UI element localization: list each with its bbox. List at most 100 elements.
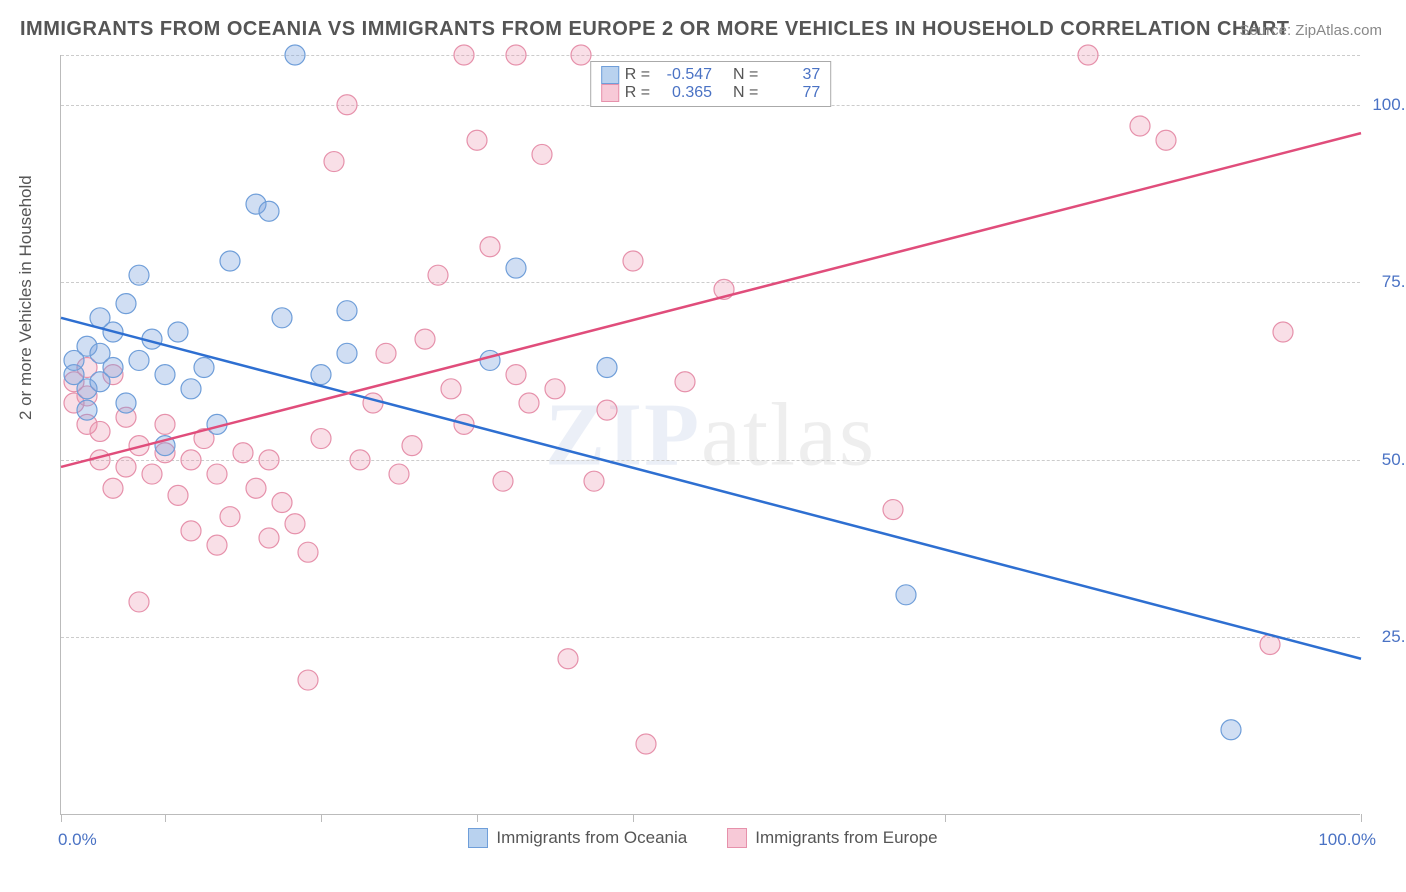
- scatter-point: [259, 450, 279, 470]
- scatter-point: [337, 95, 357, 115]
- scatter-point: [272, 308, 292, 328]
- bottom-legend: Immigrants from Oceania Immigrants from …: [0, 828, 1406, 848]
- scatter-point: [181, 379, 201, 399]
- scatter-point: [259, 528, 279, 548]
- scatter-point: [415, 329, 435, 349]
- chart-title: IMMIGRANTS FROM OCEANIA VS IMMIGRANTS FR…: [20, 18, 1290, 41]
- scatter-point: [324, 152, 344, 172]
- y-tick-label: 50.0%: [1370, 450, 1406, 470]
- trend-line: [61, 133, 1361, 467]
- scatter-point: [233, 443, 253, 463]
- stats-row: R = 0.365 N = 77: [601, 84, 821, 102]
- scatter-point: [181, 521, 201, 541]
- scatter-point: [454, 45, 474, 65]
- scatter-point: [467, 130, 487, 150]
- stats-n-label: N =: [733, 84, 758, 102]
- scatter-point: [506, 365, 526, 385]
- scatter-point: [246, 478, 266, 498]
- scatter-point: [311, 365, 331, 385]
- source-label: Source: ZipAtlas.com: [1239, 22, 1382, 39]
- scatter-point: [597, 400, 617, 420]
- x-tick: [165, 814, 166, 822]
- scatter-point: [545, 379, 565, 399]
- y-tick-label: 100.0%: [1370, 95, 1406, 115]
- scatter-point: [571, 45, 591, 65]
- scatter-point: [103, 478, 123, 498]
- stats-n-label: N =: [733, 66, 758, 84]
- scatter-point: [597, 358, 617, 378]
- scatter-point: [675, 372, 695, 392]
- scatter-point: [129, 592, 149, 612]
- scatter-point: [584, 471, 604, 491]
- x-tick: [321, 814, 322, 822]
- scatter-point: [493, 471, 513, 491]
- chart-plot-area: ZIPatlas 25.0%50.0%75.0%100.0% R = -0.54…: [60, 55, 1360, 815]
- scatter-point: [285, 514, 305, 534]
- y-tick-label: 25.0%: [1370, 627, 1406, 647]
- x-tick: [477, 814, 478, 822]
- stats-swatch-europe: [601, 84, 619, 102]
- stats-r-label: R =: [625, 66, 650, 84]
- scatter-point: [389, 464, 409, 484]
- scatter-point: [311, 429, 331, 449]
- scatter-point: [363, 393, 383, 413]
- scatter-point: [259, 201, 279, 221]
- scatter-point: [116, 393, 136, 413]
- legend-item-europe: Immigrants from Europe: [727, 828, 937, 848]
- y-axis-label: 2 or more Vehicles in Household: [16, 175, 36, 420]
- scatter-point: [337, 343, 357, 363]
- scatter-point: [506, 45, 526, 65]
- scatter-point: [129, 265, 149, 285]
- scatter-point: [441, 379, 461, 399]
- scatter-point: [1273, 322, 1293, 342]
- stats-n-value: 77: [764, 84, 820, 102]
- stats-legend-box: R = -0.547 N = 37 R = 0.365 N = 77: [590, 61, 832, 107]
- x-tick: [1361, 814, 1362, 822]
- x-tick: [633, 814, 634, 822]
- scatter-point: [207, 535, 227, 555]
- legend-label: Immigrants from Europe: [755, 828, 937, 848]
- scatter-point: [272, 492, 292, 512]
- scatter-point: [168, 322, 188, 342]
- scatter-point: [181, 450, 201, 470]
- stats-swatch-oceania: [601, 66, 619, 84]
- scatter-point: [103, 358, 123, 378]
- scatter-point: [285, 45, 305, 65]
- legend-swatch-europe: [727, 828, 747, 848]
- scatter-point: [116, 294, 136, 314]
- scatter-point: [298, 542, 318, 562]
- scatter-point: [350, 450, 370, 470]
- scatter-point: [220, 251, 240, 271]
- scatter-point: [480, 237, 500, 257]
- x-tick: [945, 814, 946, 822]
- scatter-point: [519, 393, 539, 413]
- scatter-point: [558, 649, 578, 669]
- scatter-point: [428, 265, 448, 285]
- stats-row: R = -0.547 N = 37: [601, 66, 821, 84]
- scatter-point: [207, 464, 227, 484]
- stats-r-label: R =: [625, 84, 650, 102]
- stats-r-value: 0.365: [656, 84, 712, 102]
- scatter-point: [116, 457, 136, 477]
- scatter-point: [480, 350, 500, 370]
- scatter-point: [402, 436, 422, 456]
- scatter-point: [1221, 720, 1241, 740]
- scatter-point: [896, 585, 916, 605]
- scatter-point: [337, 301, 357, 321]
- scatter-point: [506, 258, 526, 278]
- scatter-point: [220, 507, 240, 527]
- scatter-point: [376, 343, 396, 363]
- scatter-point: [155, 365, 175, 385]
- x-tick: [61, 814, 62, 822]
- scatter-point: [1078, 45, 1098, 65]
- scatter-point: [623, 251, 643, 271]
- scatter-point: [194, 358, 214, 378]
- scatter-point: [532, 144, 552, 164]
- y-tick-label: 75.0%: [1370, 272, 1406, 292]
- scatter-point: [298, 670, 318, 690]
- scatter-point: [636, 734, 656, 754]
- scatter-point: [129, 350, 149, 370]
- stats-n-value: 37: [764, 66, 820, 84]
- scatter-point: [90, 421, 110, 441]
- scatter-point: [77, 400, 97, 420]
